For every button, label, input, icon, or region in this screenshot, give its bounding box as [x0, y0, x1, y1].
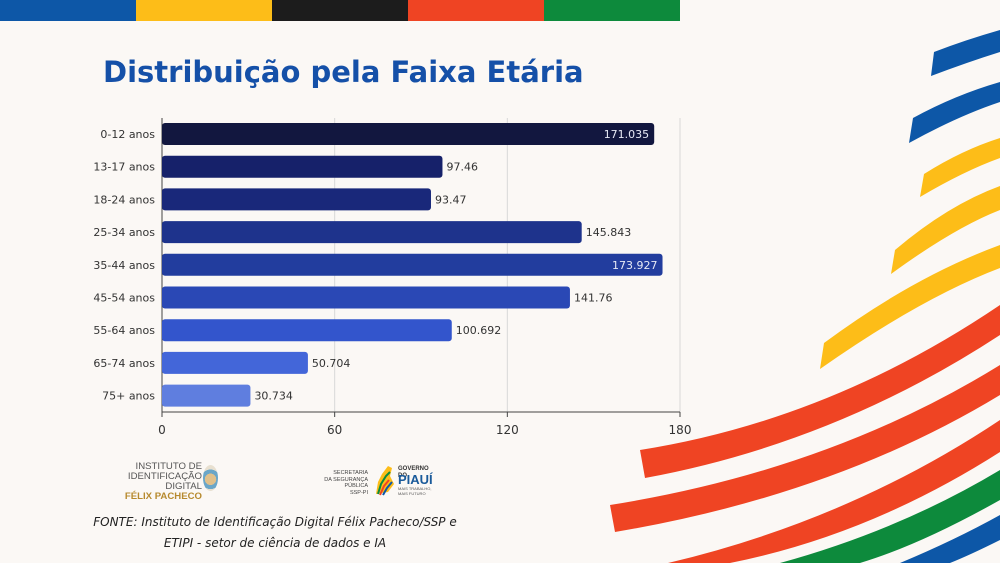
category-label: 13-17 anos [93, 161, 155, 174]
value-label: 30.734 [254, 390, 293, 403]
topbar-green [544, 0, 680, 21]
category-label: 65-74 anos [93, 357, 155, 370]
value-label: 145.843 [586, 226, 632, 239]
ssp-logo-line1: SECRETARIA [333, 470, 368, 476]
top-color-bar [0, 0, 680, 21]
bar [162, 384, 251, 407]
fingerprint-icon [203, 465, 218, 491]
bar [162, 351, 308, 374]
piaui-map-icon [376, 466, 394, 496]
topbar-red [408, 0, 544, 21]
value-label: 50.704 [312, 357, 351, 370]
iid-logo-line1: INSTITUTO DE [135, 461, 202, 472]
bar [162, 319, 452, 342]
category-label: 75+ anos [102, 390, 155, 403]
bar [162, 155, 443, 178]
category-label: 45-54 anos [93, 292, 155, 305]
category-label: 35-44 anos [93, 259, 155, 272]
topbar-blue [0, 0, 136, 21]
source-line2: ETIPI - setor de ciência de dados e IA [163, 536, 387, 550]
value-label: 141.76 [574, 292, 613, 305]
x-tick-label: 180 [669, 423, 692, 437]
ssp-logo-line2: DA SEGURANÇA PÚBLICA [324, 476, 368, 490]
bar [162, 188, 431, 211]
source-note: FONTE: Instituto de Identificação Digita… [90, 512, 460, 554]
iid-logo-line3: FÉLIX PACHECO [124, 491, 202, 502]
bar [162, 286, 570, 309]
category-label: 0-12 anos [100, 128, 155, 141]
bar [162, 221, 582, 244]
gov-logo-line1: GOVERNO DO [398, 466, 429, 479]
category-label: 25-34 anos [93, 226, 155, 239]
topbar-black [272, 0, 408, 21]
source-line1: FONTE: Instituto de Identificação Digita… [93, 515, 457, 529]
category-label: 18-24 anos [93, 193, 155, 206]
gov-logo-line2: PIAUÍ [398, 472, 433, 487]
ssp-logo-line3: SSP-PI [349, 489, 368, 496]
value-label: 171.035 [604, 128, 650, 141]
x-tick-label: 60 [327, 423, 342, 437]
x-tick-label: 0 [158, 423, 166, 437]
value-label: 97.46 [446, 161, 478, 174]
value-label: 100.692 [456, 324, 502, 337]
category-label: 55-64 anos [93, 324, 155, 337]
bar [162, 123, 655, 145]
iid-logo-line2: IDENTIFICAÇÃO DIGITAL [127, 471, 202, 492]
ssp-gov-logo: SECRETARIA DA SEGURANÇA PÚBLICA SSP-PI G… [305, 462, 435, 498]
iid-logo: INSTITUTO DE IDENTIFICAÇÃO DIGITAL FÉLIX… [100, 461, 225, 502]
topbar-yellow [136, 0, 272, 21]
value-label: 173.927 [612, 259, 658, 272]
gov-logo-line3: MAIS TRABALHO, MAIS FUTURO [398, 486, 432, 496]
bar [162, 253, 663, 276]
value-label: 93.47 [435, 193, 467, 206]
page-title: Distribuição pela Faixa Etária [103, 55, 584, 89]
x-tick-label: 120 [496, 423, 519, 437]
